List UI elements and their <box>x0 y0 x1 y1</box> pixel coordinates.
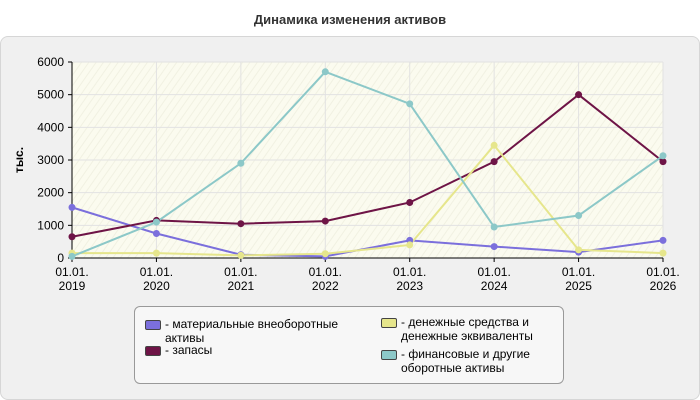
data-point <box>237 220 245 228</box>
x-tick-label: 01.01. <box>646 265 679 279</box>
legend-item: - денежные средства и денежные эквивален… <box>381 315 586 343</box>
legend-label: - денежные средства и денежные эквивален… <box>401 315 533 343</box>
data-point <box>152 218 160 226</box>
data-point <box>659 236 667 244</box>
legend-item: - финансовые и другие оборотные активы <box>381 347 586 375</box>
data-point <box>406 198 414 206</box>
legend-swatch <box>145 346 161 356</box>
data-point <box>659 249 667 257</box>
legend-item: - запасы <box>145 343 350 357</box>
data-point <box>575 212 583 220</box>
series-line <box>71 70 664 258</box>
series-line <box>71 93 664 238</box>
data-point <box>490 141 498 149</box>
data-point <box>237 159 245 167</box>
data-point <box>490 243 498 251</box>
legend-item: - материальные внеоборотные активы <box>145 317 350 345</box>
x-tick-label: 01.01. <box>562 265 595 279</box>
x-tick-label: 01.01. <box>393 265 426 279</box>
data-point <box>575 91 583 99</box>
legend-swatch <box>145 320 161 330</box>
x-tick-label: 01.01. <box>309 265 342 279</box>
data-point <box>490 223 498 231</box>
data-point <box>68 203 76 211</box>
x-tick-label: 01.01. <box>224 265 257 279</box>
x-tick-label-year: 2020 <box>143 279 170 293</box>
data-point <box>406 241 414 249</box>
x-tick-label: 01.01. <box>55 265 88 279</box>
data-point <box>152 249 160 257</box>
y-tick-label: 1000 <box>37 218 64 232</box>
data-point <box>659 158 667 166</box>
x-tick-label: 01.01. <box>140 265 173 279</box>
x-tick-label-year: 2019 <box>59 279 86 293</box>
y-tick-label: 3000 <box>37 153 64 167</box>
legend-label: - запасы <box>165 343 213 357</box>
data-point <box>321 217 329 225</box>
y-axis-label: тыс. <box>12 147 26 173</box>
data-point <box>321 250 329 258</box>
x-tick-label-year: 2026 <box>650 279 677 293</box>
chart-title: Динамика изменения активов <box>253 12 447 27</box>
data-point <box>490 158 498 166</box>
data-point <box>68 233 76 241</box>
legend: - материальные внеоборотные активы - запа… <box>134 306 564 384</box>
y-tick-label: 6000 <box>37 55 64 69</box>
data-point <box>406 100 414 108</box>
x-tick-label-year: 2022 <box>312 279 339 293</box>
legend-swatch <box>381 350 397 360</box>
legend-label: - финансовые и другие оборотные активы <box>401 347 530 375</box>
data-point <box>321 68 329 76</box>
x-tick-label-year: 2021 <box>228 279 255 293</box>
series-line <box>72 143 664 257</box>
legend-label: - материальные внеоборотные активы <box>165 317 338 345</box>
data-point <box>68 252 76 260</box>
data-point <box>659 152 667 160</box>
y-tick-label: 5000 <box>37 88 64 102</box>
y-tick-label: 2000 <box>37 186 64 200</box>
x-tick-label-year: 2024 <box>481 279 508 293</box>
data-point <box>237 251 245 259</box>
y-tick-label: 0 <box>57 251 64 265</box>
data-point <box>152 230 160 237</box>
x-tick-label-year: 2025 <box>565 279 592 293</box>
x-tick-label: 01.01. <box>477 265 510 279</box>
y-tick-label: 4000 <box>37 120 64 134</box>
legend-swatch <box>381 318 397 328</box>
data-point <box>575 246 583 254</box>
x-tick-label-year: 2023 <box>396 279 423 293</box>
